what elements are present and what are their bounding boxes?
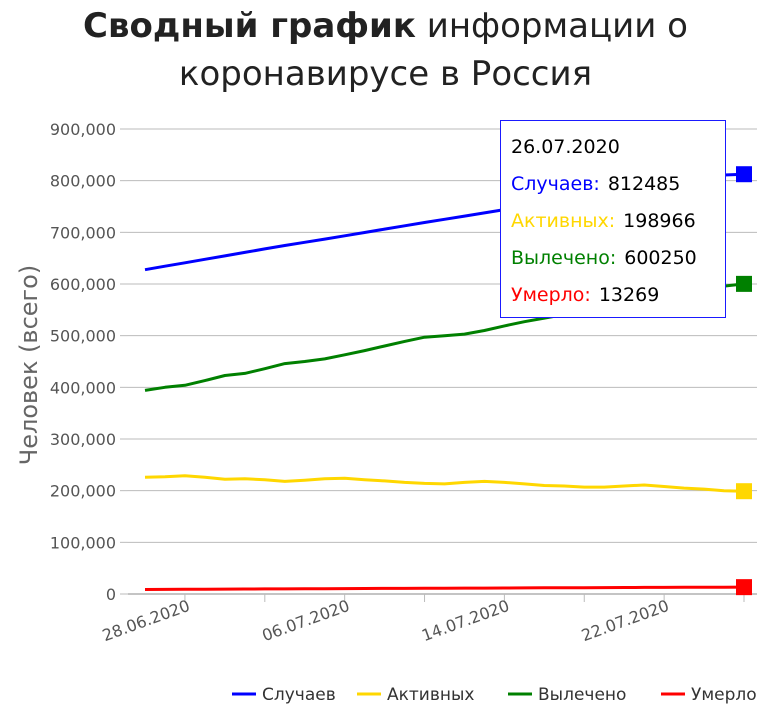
y-tick-label: 600,000 (50, 275, 116, 294)
legend: Случаев Активных Вылечено Умерло (232, 685, 757, 705)
tooltip-row-value: 812485 (607, 173, 681, 195)
chart-title: Сводный график информации о коронавирусе… (0, 0, 771, 98)
legend-label: Активных (387, 685, 474, 705)
legend-label: Вылечено (538, 685, 626, 705)
series-end-marker (736, 166, 752, 183)
series-end-markers (736, 166, 752, 596)
tooltip-row-label: Вылечено: (511, 247, 617, 269)
legend-label: Случаев (262, 685, 336, 705)
x-axis-ticks: 28.06.2020 06.07.2020 14.07.2020 22.07.2020 (100, 596, 672, 645)
y-axis-ticks: 0 100,000 200,000 300,000 400,000 500,000 600,… (50, 120, 116, 604)
x-tick-label: 14.07.2020 (419, 596, 512, 645)
tooltip-row: Активных: 198966 (511, 203, 725, 240)
tooltip-date: 26.07.2020 (511, 136, 620, 158)
series-line (144, 474, 745, 493)
hover-tooltip: 26.07.2020 Случаев: 812485 Активных: 198966… (500, 120, 726, 318)
tooltip-row-label: Случаев: (511, 173, 600, 195)
series-end-marker (736, 483, 752, 500)
y-tick-label: 100,000 (50, 533, 116, 552)
tooltip-row-value: 13269 (598, 284, 660, 306)
series-end-marker (736, 579, 752, 596)
legend-label: Умерло (691, 685, 757, 705)
y-tick-label: 800,000 (50, 172, 116, 191)
y-tick-label: 500,000 (50, 327, 116, 346)
tooltip-row-label: Умерло: (511, 284, 591, 306)
y-tick-label: 900,000 (50, 120, 116, 139)
tooltip-row: Вылечено: 600250 (511, 240, 725, 277)
tooltip-row-label: Активных: (511, 210, 616, 232)
chart-title-normal: информации о (426, 6, 688, 46)
chart-title-bold: Сводный график (83, 6, 416, 46)
tooltip-row: Умерло: 13269 (511, 277, 725, 314)
tooltip-row-value: 600250 (624, 247, 697, 269)
y-tick-label: 400,000 (50, 378, 116, 397)
y-axis-label: Человек (всего) (15, 265, 43, 465)
x-tick-label: 22.07.2020 (579, 596, 672, 645)
x-tick-label: 06.07.2020 (259, 596, 352, 645)
chart-title-line2: коронавирусе в Россия (178, 54, 593, 94)
y-tick-label: 200,000 (50, 482, 116, 501)
series-end-marker (736, 275, 752, 292)
y-tick-label: 300,000 (50, 430, 116, 449)
tooltip-row: Случаев: 812485 (511, 166, 725, 203)
y-tick-label: 0 (106, 585, 116, 604)
series-line (144, 585, 745, 591)
tooltip-row-value: 198966 (623, 210, 696, 232)
y-tick-label: 700,000 (50, 223, 116, 242)
